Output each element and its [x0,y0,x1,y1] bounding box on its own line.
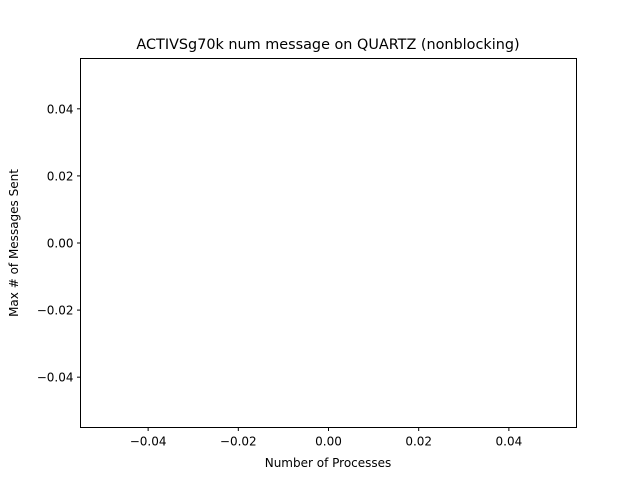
x-tick-label: −0.04 [130,435,167,449]
x-tick-label: 0.00 [315,435,342,449]
y-tick-label: 0.00 [47,237,74,251]
x-axis: −0.04 −0.02 0.00 0.02 0.04 [130,427,523,449]
chart-title: ACTIVSg70k num message on QUARTZ (nonblo… [136,37,519,53]
x-tick-label: 0.04 [496,435,523,449]
y-axis: −0.04 −0.02 0.00 0.02 0.04 [37,102,81,385]
y-tick-label: −0.04 [37,371,74,385]
x-tick-label: −0.02 [220,435,257,449]
x-axis-label: Number of Processes [265,456,392,470]
y-tick-label: −0.02 [37,304,74,318]
y-axis-label: Max # of Messages Sent [7,169,21,317]
y-tick-label: 0.02 [47,169,74,183]
x-tick-label: 0.02 [405,435,432,449]
y-tick-label: 0.04 [47,102,74,116]
